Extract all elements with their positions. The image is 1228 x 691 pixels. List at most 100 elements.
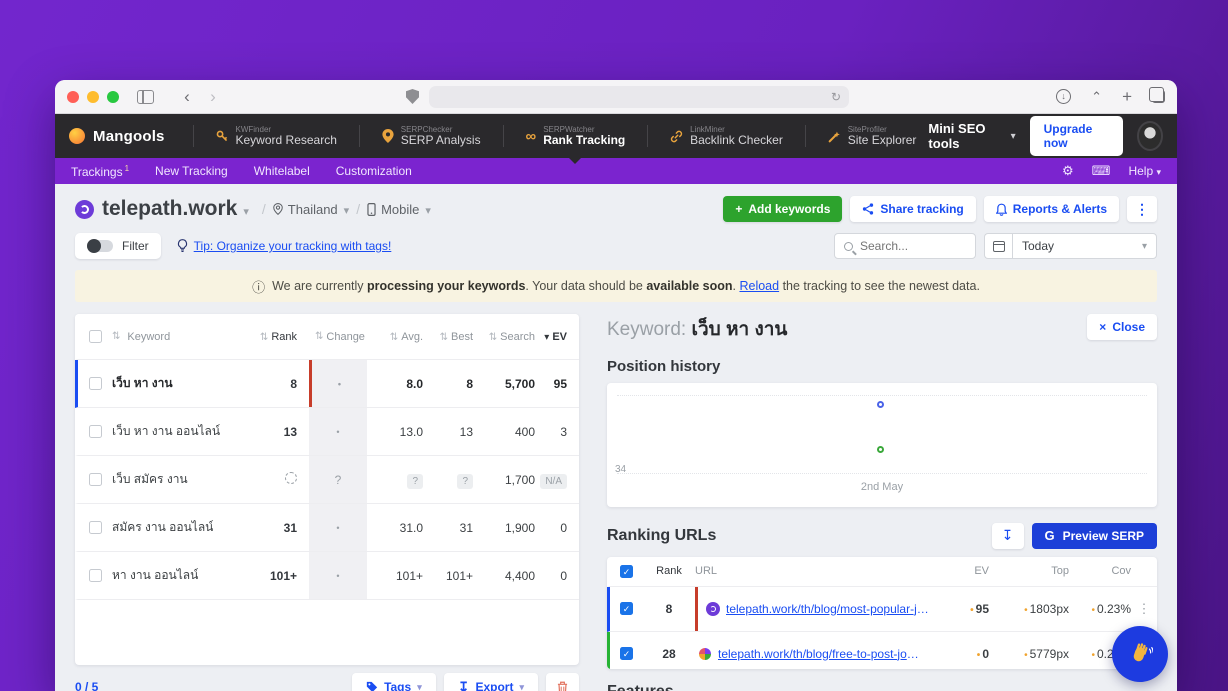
nav-siteprofiler[interactable]: SiteProfiler Site Explorer: [816, 114, 929, 158]
divider: [502, 125, 504, 147]
chart-point-rank28[interactable]: [876, 446, 884, 453]
privacy-shield-icon[interactable]: [406, 89, 419, 104]
subnav-customization[interactable]: Customization: [335, 164, 412, 178]
chart-point-rank8[interactable]: [876, 401, 884, 408]
row-menu-button[interactable]: ⋮: [1137, 600, 1151, 616]
sort-best[interactable]: ⇅ Best: [439, 330, 473, 343]
nav-serpchecker[interactable]: SERPChecker SERP Analysis: [370, 114, 493, 158]
row-checkbox[interactable]: ✓: [620, 602, 633, 616]
date-range-select[interactable]: Today ▾: [1012, 233, 1157, 259]
url-link[interactable]: telepath.work/th/blog/free-to-post-job-b…: [718, 646, 923, 661]
subnav-new-tracking[interactable]: New Tracking: [155, 164, 228, 178]
downloads-icon[interactable]: ↓: [1056, 89, 1072, 104]
table-row[interactable]: สมัคร งาน ออนไลน์ 31 • 31.0 31 1,900 0: [75, 504, 579, 552]
status-dot-icon: •: [1024, 604, 1028, 616]
minimize-window-button[interactable]: [87, 90, 99, 103]
best-cell: 8: [466, 376, 473, 391]
sidebar-toggle-icon[interactable]: [137, 89, 154, 104]
preview-serp-button[interactable]: G Preview SERP: [1031, 522, 1157, 549]
reload-link[interactable]: Reload: [739, 279, 780, 293]
select-all-urls-checkbox[interactable]: ✓: [620, 564, 633, 578]
row-checkbox[interactable]: ✓: [620, 647, 633, 661]
mangools-logo[interactable]: Mangools: [69, 128, 165, 145]
address-bar[interactable]: ↻: [429, 85, 849, 108]
active-tab-caret: [569, 158, 582, 164]
row-checkbox[interactable]: [88, 569, 102, 582]
sort-keyword[interactable]: ⇅ Keyword: [112, 330, 171, 343]
avatar[interactable]: [1136, 121, 1164, 151]
best-cell: 101+: [445, 568, 473, 583]
help-menu[interactable]: Help ▾: [1128, 164, 1161, 178]
table-row[interactable]: หา งาน ออนไลน์ 101+ • 101+ 101+ 4,400 0: [75, 552, 579, 600]
subnav-trackings[interactable]: Trackings 1: [71, 163, 130, 179]
upgrade-now-button[interactable]: Upgrade now: [1029, 116, 1123, 156]
keyword-search[interactable]: [834, 233, 976, 259]
device-selector[interactable]: Mobile ▾: [367, 202, 431, 217]
close-detail-button[interactable]: × Close: [1087, 314, 1157, 340]
share-icon[interactable]: ⌃: [1091, 88, 1103, 104]
sort-ev[interactable]: ▾ EV: [544, 330, 567, 343]
row-checkbox[interactable]: [88, 473, 102, 486]
filter-toggle[interactable]: [87, 239, 113, 253]
sort-avg[interactable]: ⇅ Avg.: [389, 330, 423, 343]
tab-overview-icon[interactable]: [1149, 87, 1165, 103]
sort-change[interactable]: ⇅ Change: [315, 330, 365, 343]
mini-seo-tools-menu[interactable]: Mini SEO tools ▾: [928, 121, 1015, 151]
close-window-button[interactable]: [67, 90, 79, 103]
table-row[interactable]: ✓ 8 telepath.work/th/blog/most-popular-j…: [607, 586, 1157, 632]
download-icon: ↧: [457, 678, 470, 691]
zoom-window-button[interactable]: [107, 90, 119, 103]
back-button[interactable]: ‹: [184, 86, 190, 106]
subnav-whitelabel[interactable]: Whitelabel: [253, 164, 310, 178]
more-options-button[interactable]: ⋮: [1127, 196, 1157, 222]
sort-icon: ⇅: [259, 331, 269, 343]
toolbar-actions: ↓ ⌃ +: [1056, 87, 1165, 107]
url-link[interactable]: telepath.work/th/blog/most-popular-job-b…: [726, 601, 931, 616]
calendar-icon-button[interactable]: [984, 233, 1012, 259]
table-row[interactable]: เว็บ หา งาน 8 • 8.0 8 5,700 95: [75, 360, 579, 408]
nav-serpwatcher-active[interactable]: ∞ SERPWatcher Rank Tracking: [514, 114, 638, 164]
forward-button[interactable]: ›: [210, 86, 216, 106]
tip-link[interactable]: Tip: Organize your tracking with tags!: [193, 239, 392, 253]
share-nodes-icon: [863, 203, 874, 215]
export-button[interactable]: ↧ Export ▾: [443, 673, 538, 691]
filter-toggle-group[interactable]: Filter: [75, 233, 161, 259]
table-row[interactable]: เว็บ สมัคร งาน ? ? ? 1,700 N/A: [75, 456, 579, 504]
chevron-down-icon[interactable]: ▾: [243, 205, 249, 218]
download-urls-button[interactable]: ↧: [991, 522, 1024, 549]
app-label: Site Explorer: [847, 132, 917, 147]
tags-button[interactable]: Tags ▾: [352, 673, 436, 691]
row-checkbox[interactable]: [88, 521, 102, 534]
keyboard-shortcuts-icon[interactable]: ⌨: [1091, 163, 1111, 178]
change-cell: •: [336, 570, 340, 581]
share-tracking-button[interactable]: Share tracking: [850, 196, 976, 222]
settings-gear-icon[interactable]: ⚙: [1062, 163, 1074, 178]
table-row[interactable]: ✓ 28 telepath.work/th/blog/free-to-post-…: [607, 631, 1157, 669]
chat-widget-button[interactable]: [1112, 626, 1168, 682]
nav-kwfinder[interactable]: KWFinder Keyword Research: [204, 114, 349, 158]
new-tab-button[interactable]: +: [1122, 86, 1132, 106]
reload-icon[interactable]: ↻: [830, 89, 841, 104]
delete-keywords-button[interactable]: [546, 673, 579, 691]
tracked-domain[interactable]: telepath.work: [102, 197, 238, 220]
sort-search[interactable]: ⇅ Search: [488, 330, 535, 343]
sort-rank[interactable]: ⇅ Rank: [259, 330, 297, 343]
add-keywords-button[interactable]: + Add keywords: [723, 196, 843, 222]
app-caption: SiteProfiler: [847, 124, 887, 134]
tip-banner: Tip: Organize your tracking with tags!: [177, 239, 392, 253]
reports-alerts-button[interactable]: Reports & Alerts: [983, 196, 1119, 222]
rank-cell: 13: [283, 424, 297, 439]
search-input[interactable]: [860, 239, 966, 253]
ev-cell: 0: [560, 568, 567, 583]
row-checkbox[interactable]: [88, 425, 102, 438]
date-range-picker[interactable]: Today ▾: [984, 233, 1157, 259]
change-cell: ?: [309, 456, 367, 503]
filter-row: Filter Tip: Organize your tracking with …: [75, 232, 1157, 260]
table-row[interactable]: เว็บ หา งาน ออนไลน์ 13 • 13.0 13 400 3: [75, 408, 579, 456]
select-all-checkbox[interactable]: [88, 330, 102, 343]
location-selector[interactable]: Thailand ▾: [273, 202, 349, 217]
nav-linkminer[interactable]: LinkMiner Backlink Checker: [658, 114, 795, 158]
tag-icon: [366, 681, 378, 691]
ev-cell: N/A: [540, 473, 567, 489]
row-checkbox[interactable]: [88, 377, 102, 390]
